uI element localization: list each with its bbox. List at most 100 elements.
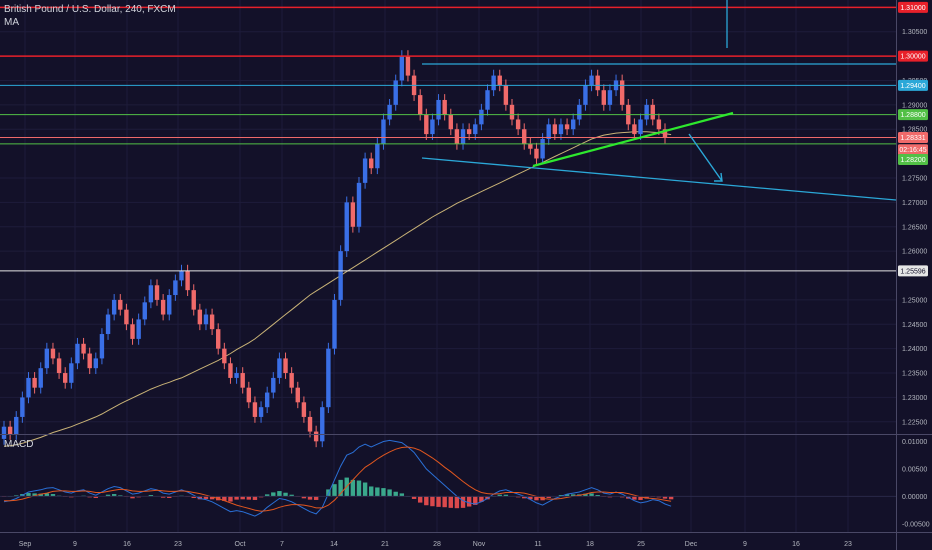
candle-up [430,119,435,135]
candle-up [148,285,154,303]
y-tick-label: 1.23000 [902,395,927,402]
candle-down [552,124,558,135]
candle-up [258,407,264,417]
macd-histogram-bar [105,494,111,497]
macd-histogram-bar [362,482,368,497]
macd-histogram-bar [473,496,478,505]
macd-histogram-bar [589,493,594,497]
macd-histogram-bar [167,496,172,498]
candle-down [246,387,252,403]
x-tick-label: 18 [586,541,594,548]
candle-down [289,373,294,388]
candle-up [558,124,564,135]
macd-histogram-bar [454,496,460,509]
macd-histogram-bar [228,496,233,502]
macd-histogram-bar [234,496,239,500]
candle-up [540,138,545,159]
x-tick-label: Sep [19,541,32,548]
candle-down [222,348,227,364]
candle-down [283,358,288,374]
macd-histogram-bar [399,493,405,497]
x-tick-label: 25 [637,541,645,548]
price-tag [898,265,928,277]
ma-indicator-label[interactable]: MA [4,17,19,28]
candle-down [442,99,447,115]
candle-down [216,329,221,349]
price-tag-label: 1.31000 [900,5,925,12]
price-tag-label: 1.28800 [900,112,925,119]
candle-up [14,416,19,434]
candle-up [93,358,99,369]
macd-histogram-bar [289,494,294,497]
candle-up [69,363,74,383]
macd-histogram-bar [332,484,337,497]
levels-layer [0,6,896,272]
price-tag [898,132,928,144]
candle-down [350,202,356,227]
price-tag-label: 1.28331 [900,135,925,142]
candle-up [638,119,643,135]
x-tick-label: Oct [235,541,246,548]
macd-signal-line [4,446,672,512]
macd-histogram-bar [662,496,668,499]
price-tag [898,153,928,165]
price-tag-label: 1.25596 [900,268,925,275]
y-tick-label: 1.27500 [902,175,927,182]
candle-up [105,314,111,335]
trendline-green-support[interactable] [532,111,734,168]
macd-histogram-bar [111,494,117,497]
trendline-bottom-blue[interactable] [421,157,897,201]
macd-histogram-bar [240,496,245,500]
y-tick-label: 1.23500 [902,371,927,378]
candle-up [1,426,7,439]
symbol-title[interactable]: British Pound / U.S. Dollar, 240, FXCM [4,4,176,15]
y-tick-label: 1.22500 [902,419,927,426]
candle-up [99,334,105,359]
macd-histogram-bar [644,496,649,499]
candle-down [601,90,606,105]
macd-tick-label: -0.00500 [902,521,930,528]
candle-up [362,158,368,183]
macd-histogram-bar [356,480,362,497]
candle-down [252,402,258,417]
y-tick-label: 1.28500 [902,127,927,134]
x-tick-label: 16 [123,541,131,548]
price-tag-label: 1.29400 [900,83,925,90]
price-tag [898,109,928,121]
x-tick-label: 16 [792,541,800,548]
macd-histogram-bar [350,479,356,497]
macd-tick-label: 0.00000 [902,494,927,501]
y-tick-label: 1.29000 [902,102,927,109]
x-tick-label: 9 [743,541,747,548]
macd-histogram-bar [558,495,564,497]
candle-down [124,309,129,325]
candle-down [564,124,570,130]
candle-up [277,358,282,378]
macd-indicator-label[interactable]: MACD [4,439,34,450]
grid [0,0,896,532]
macd-histogram-bar [277,491,282,497]
macd-histogram-bar [252,496,258,500]
moving-average-layer [3,131,672,447]
x-tick-label: 21 [381,541,389,548]
macd-histogram-bar [50,494,56,497]
x-tick-label: 23 [844,541,852,548]
price-tag [898,144,928,156]
candle-up [381,119,386,144]
candle-down [466,129,472,135]
candle-down [313,431,319,442]
candle-up [387,104,392,120]
candle-down [118,299,123,310]
candle-up [473,124,478,135]
candle-up [570,119,576,130]
candle-down [424,114,429,135]
candle-down [503,85,509,105]
macd-histogram-bar [26,493,31,497]
candle-up [234,373,239,378]
macd-tick-label: 0.01000 [902,439,927,446]
projection-arrow[interactable] [688,133,723,182]
candle-up [491,75,496,91]
